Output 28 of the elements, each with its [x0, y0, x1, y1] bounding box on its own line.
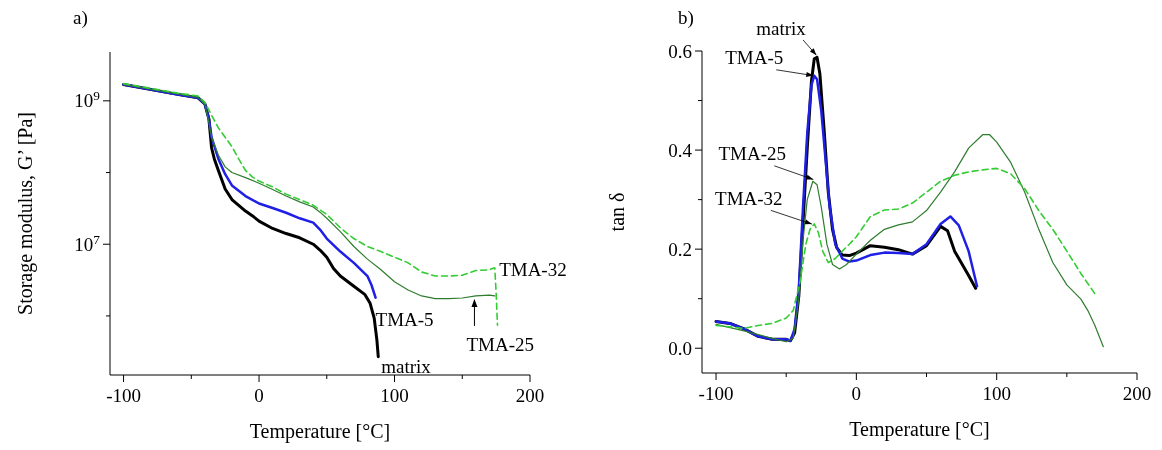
y-axis-title: tan δ	[606, 192, 628, 232]
annotation: matrix	[381, 356, 432, 378]
x-tick-label: 0	[851, 383, 862, 404]
chart-title: a)	[73, 7, 88, 29]
annotation: TMA-32	[715, 188, 783, 210]
y-tick-label: 10$^{9}$	[74, 87, 101, 112]
y-tick-label: 10$^{7}$	[74, 231, 101, 255]
x-tick-label: -100	[698, 383, 734, 404]
x-tick-label: 100	[380, 385, 409, 406]
annotation: TMA-5	[725, 47, 784, 69]
x-tick-label: 200	[1122, 383, 1152, 404]
y-axis-title: Storage modulus, G’ [Pa]	[14, 112, 37, 315]
annotation: TMA-5	[375, 309, 434, 331]
y-tick-label: 0.2	[668, 238, 692, 260]
annotation: TMA-25	[718, 143, 787, 165]
x-tick-label: 0	[254, 385, 264, 406]
annotation: matrix	[756, 17, 807, 39]
x-tick-label: 200	[515, 385, 545, 406]
chart-title: b)	[678, 7, 694, 29]
y-tick-label: 0.4	[668, 139, 693, 161]
x-tick-label: 100	[982, 383, 1011, 404]
y-tick-label: 0.0	[668, 337, 692, 359]
x-tick-label: -100	[106, 385, 141, 406]
x-axis-title: Temperature [°C]	[249, 420, 391, 443]
x-axis-title: Temperature [°C]	[849, 418, 990, 441]
y-tick-label: 0.6	[668, 40, 692, 62]
annotation: TMA-25	[466, 333, 535, 355]
annotation: TMA-32	[499, 259, 567, 281]
